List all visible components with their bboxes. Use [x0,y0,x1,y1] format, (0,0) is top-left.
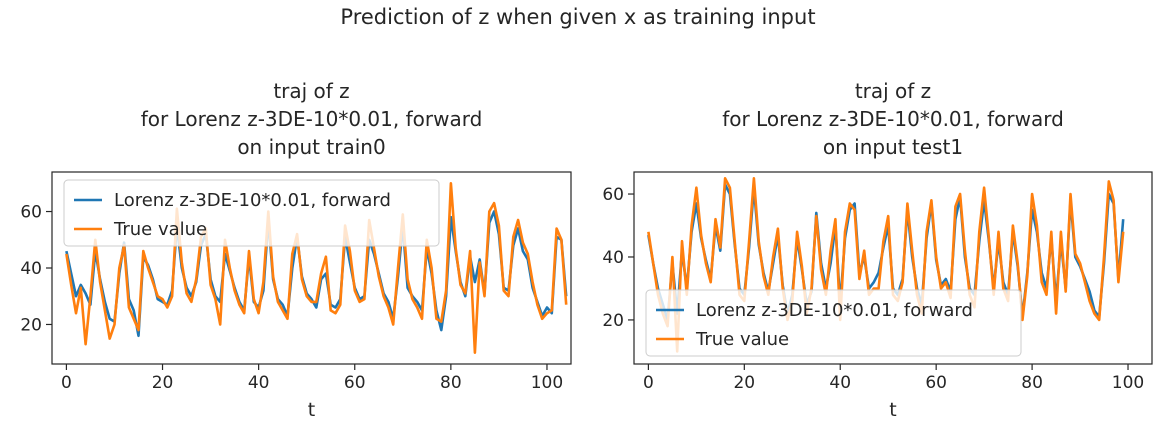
chart-title-line: on input test1 [823,135,963,159]
legend-label-true-value: True value [695,329,789,350]
axes-frame [633,171,1153,365]
x-tick-label: 20 [152,373,174,393]
chart-title-line: traj of z [273,79,349,103]
series-line-true-value [65,182,568,355]
x-axis-label: t [889,399,896,421]
chart-title-line: for Lorenz z-3DE-10*0.01, forward [722,107,1064,131]
y-tick-label: 20 [602,311,624,331]
plot-area [647,177,1125,353]
x-tick-label: 60 [344,373,366,393]
legend-label-model: Lorenz z-3DE-10*0.01, forward [114,190,391,211]
y-tick-label: 60 [20,203,42,223]
series-line-true-value [647,177,1125,353]
legend: Lorenz z-3DE-10*0.01, forward True value [645,289,1022,357]
chart-title-line: on input train0 [237,135,385,159]
y-tick-label: 60 [602,185,624,205]
x-tick-label: 80 [440,373,462,393]
x-tick-label: 40 [829,373,851,393]
legend-label-true-value: True value [113,219,207,240]
x-tick-label: 80 [1021,373,1043,393]
subplot-right: traj of z for Lorenz z-3DE-10*0.01, forwa… [602,79,1153,421]
x-tick-label: 100 [1112,373,1144,393]
x-tick-label: 60 [925,373,947,393]
plot-area [65,182,568,355]
legend: Lorenz z-3DE-10*0.01, forward True value [63,179,440,247]
x-tick-label: 40 [248,373,270,393]
x-tick-label: 20 [733,373,755,393]
figure-suptitle: Prediction of z when given x as training… [340,5,816,29]
series-line-model [647,183,1125,322]
subplot-left: traj of z for Lorenz z-3DE-10*0.01, forwa… [20,79,572,421]
y-tick-label: 40 [602,248,624,268]
legend-box [645,289,1022,357]
y-tick-label: 40 [20,259,42,279]
legend-box [63,179,440,247]
x-tick-label: 0 [61,373,72,393]
x-tick-label: 100 [531,373,563,393]
x-axis-label: t [308,399,315,421]
legend-label-model: Lorenz z-3DE-10*0.01, forward [696,300,973,321]
y-tick-label: 20 [20,315,42,335]
x-tick-label: 0 [643,373,654,393]
chart-title-line: for Lorenz z-3DE-10*0.01, forward [141,107,483,131]
chart-title-line: traj of z [855,79,931,103]
